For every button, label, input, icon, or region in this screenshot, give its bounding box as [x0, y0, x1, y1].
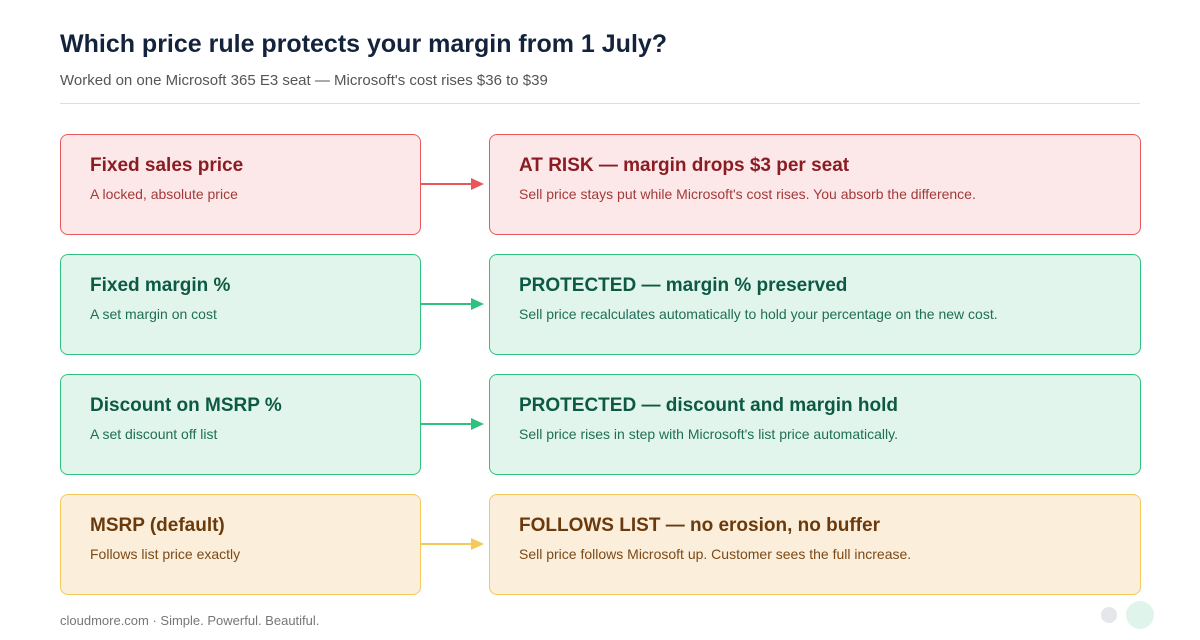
- divider: [60, 103, 1140, 104]
- arrow: [421, 298, 484, 310]
- outcome-title: AT RISK — margin drops $3 per seat: [519, 155, 850, 176]
- outcome-text: Sell price stays put while Microsoft's c…: [519, 186, 976, 202]
- rule-title: MSRP (default): [90, 515, 225, 536]
- outcome-text: Sell price rises in step with Microsoft'…: [519, 426, 898, 442]
- footer: cloudmore.com · Simple. Powerful. Beauti…: [60, 613, 320, 628]
- rule-text: A set margin on cost: [90, 306, 217, 322]
- rule-box: Discount on MSRP % A set discount off lis…: [60, 374, 421, 475]
- rule-box: MSRP (default) Follows list price exactly: [60, 494, 421, 595]
- outcome-box: AT RISK — margin drops $3 per seat Sell p…: [489, 134, 1141, 235]
- outcome-title: PROTECTED — discount and margin hold: [519, 395, 898, 416]
- dot: [1101, 607, 1117, 623]
- rule-text: A locked, absolute price: [90, 186, 238, 202]
- arrow: [421, 178, 484, 190]
- arrow: [421, 538, 484, 550]
- rule-text: Follows list price exactly: [90, 546, 241, 562]
- rule-box: Fixed margin % A set margin on cost: [60, 254, 421, 355]
- outcome-box: PROTECTED — margin % preserved Sell price…: [489, 254, 1141, 355]
- outcome-box: FOLLOWS LIST — no erosion, no buffer Sell…: [489, 494, 1141, 595]
- arrow: [421, 418, 484, 430]
- outcome-title: FOLLOWS LIST — no erosion, no buffer: [519, 515, 880, 536]
- outcome-text: Sell price follows Microsoft up. Custome…: [519, 546, 912, 562]
- rule-title: Discount on MSRP %: [90, 395, 282, 416]
- rule-box: Fixed sales price A locked, absolute pric…: [60, 134, 421, 235]
- rule-title: Fixed sales price: [90, 155, 244, 176]
- outcome-title: PROTECTED — margin % preserved: [519, 275, 848, 296]
- rule-title: Fixed margin %: [90, 275, 231, 296]
- dot: [1126, 601, 1154, 629]
- outcome-text: Sell price recalculates automatically to…: [519, 306, 998, 322]
- outcome-box: PROTECTED — discount and margin hold Sell…: [489, 374, 1141, 475]
- subtitle: Worked on one Microsoft 365 E3 seat — Mi…: [60, 72, 548, 89]
- rule-text: A set discount off list: [90, 426, 218, 442]
- title: Which price rule protects your margin fr…: [60, 30, 668, 58]
